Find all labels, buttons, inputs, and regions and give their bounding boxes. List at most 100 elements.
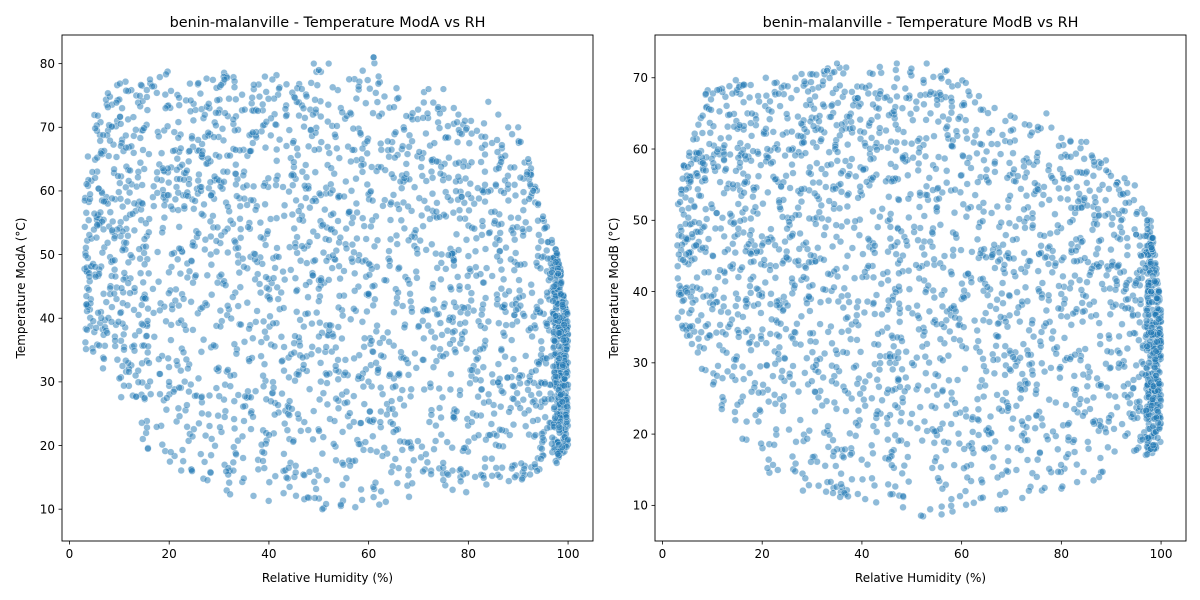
scatter-point xyxy=(291,274,300,282)
scatter-point xyxy=(534,252,542,260)
scatter-point xyxy=(562,413,571,421)
scatter-point xyxy=(520,409,529,418)
scatter-point xyxy=(974,415,982,424)
scatter-point xyxy=(143,423,151,432)
scatter-point xyxy=(433,310,441,319)
scatter-point xyxy=(1067,204,1075,212)
scatter-point xyxy=(1006,192,1014,200)
scatter-point xyxy=(821,223,830,231)
scatter-point xyxy=(185,387,193,396)
scatter-point xyxy=(420,334,428,343)
scatter-point xyxy=(759,381,767,389)
scatter-point xyxy=(175,244,183,253)
scatter-point xyxy=(189,116,198,125)
scatter-point xyxy=(437,275,445,284)
scatter-point xyxy=(309,197,317,205)
scatter-point xyxy=(162,317,170,325)
scatter-point xyxy=(991,159,999,168)
scatter-point xyxy=(259,317,268,326)
scatter-point xyxy=(184,192,192,200)
scatter-point xyxy=(1132,279,1140,287)
scatter-point xyxy=(732,356,740,364)
scatter-point xyxy=(174,118,183,126)
scatter-point xyxy=(986,412,995,421)
scatter-point xyxy=(318,449,327,458)
scatter-point xyxy=(387,397,396,405)
scatter-point xyxy=(1055,282,1063,290)
scatter-point xyxy=(249,413,257,421)
scatter-point xyxy=(230,340,239,348)
scatter-point xyxy=(876,90,884,98)
scatter-point xyxy=(1095,319,1103,327)
scatter-point xyxy=(279,489,288,497)
scatter-point xyxy=(377,146,385,154)
scatter-point xyxy=(437,413,445,422)
scatter-point xyxy=(240,417,248,425)
scatter-point xyxy=(894,437,903,445)
scatter-point xyxy=(1063,184,1071,192)
scatter-point xyxy=(232,170,240,178)
scatter-point xyxy=(353,234,361,243)
scatter-point xyxy=(713,86,721,94)
scatter-point xyxy=(485,397,493,406)
scatter-point xyxy=(1053,343,1061,351)
scatter-point xyxy=(852,317,860,326)
scatter-point xyxy=(869,422,878,430)
scatter-point xyxy=(439,303,448,311)
scatter-point xyxy=(1060,334,1069,342)
scatter-point xyxy=(389,462,397,470)
scatter-point xyxy=(544,254,552,263)
scatter-point xyxy=(315,285,323,293)
scatter-point xyxy=(493,136,501,144)
scatter-point xyxy=(505,287,513,295)
scatter-point xyxy=(458,130,466,138)
scatter-point xyxy=(243,181,251,190)
plot-frame xyxy=(61,34,594,542)
scatter-point xyxy=(420,98,428,107)
scatter-point xyxy=(781,354,789,363)
scatter-point xyxy=(127,251,135,259)
scatter-point xyxy=(280,212,288,220)
scatter-point xyxy=(273,244,281,252)
scatter-point xyxy=(1041,253,1049,262)
scatter-point xyxy=(189,279,197,287)
scatter-point xyxy=(138,320,146,328)
scatter-point xyxy=(1009,149,1017,157)
scatter-point xyxy=(289,438,297,446)
scatter-point xyxy=(892,250,900,258)
scatter-point xyxy=(813,159,821,167)
scatter-point xyxy=(922,182,931,190)
scatter-point xyxy=(304,293,312,301)
scatter-point xyxy=(497,285,506,293)
scatter-point xyxy=(833,272,842,281)
scatter-point xyxy=(950,461,958,469)
scatter-point xyxy=(220,178,228,186)
scatter-point xyxy=(410,183,419,191)
scatter-point xyxy=(119,202,127,211)
scatter-point xyxy=(427,167,436,176)
scatter-point xyxy=(1060,299,1068,308)
scatter-point xyxy=(373,448,381,456)
scatter-point xyxy=(979,199,988,207)
scatter-point xyxy=(828,242,837,251)
scatter-point xyxy=(406,290,414,298)
scatter-point xyxy=(939,356,947,364)
scatter-point xyxy=(187,257,196,265)
scatter-point xyxy=(169,388,178,396)
scatter-point xyxy=(563,310,572,318)
scatter-point xyxy=(799,486,807,495)
scatter-point xyxy=(464,437,473,446)
scatter-point xyxy=(1121,304,1129,313)
scatter-point xyxy=(338,481,347,489)
scatter-point xyxy=(453,138,462,146)
scatter-point xyxy=(313,308,321,317)
scatter-point xyxy=(413,249,422,258)
scatter-point xyxy=(399,198,408,207)
scatter-point xyxy=(945,376,953,384)
scatter-point xyxy=(718,374,727,382)
scatter-point xyxy=(300,418,308,426)
scatter-point xyxy=(1098,468,1107,476)
scatter-point xyxy=(364,76,372,84)
scatter-point xyxy=(883,305,892,314)
scatter-point xyxy=(915,159,923,168)
